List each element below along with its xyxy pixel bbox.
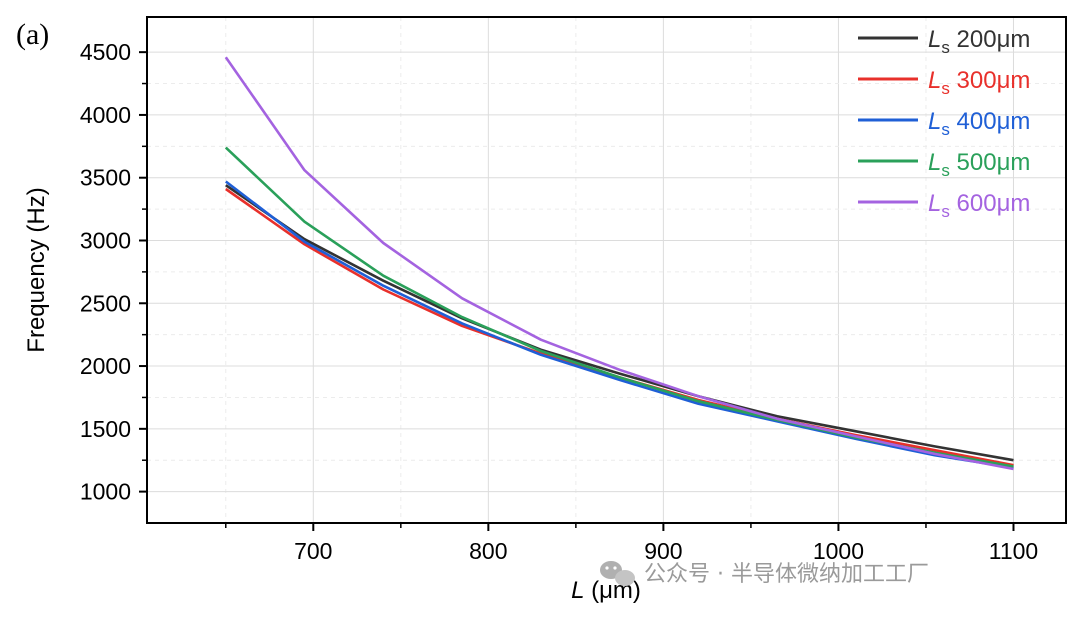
legend-entry: Ls 500μm [928,149,1030,180]
y-tick-label: 4000 [80,102,131,128]
y-tick-label: 3500 [80,165,131,191]
x-axis-symbol: L [571,577,584,604]
x-tick-label: 1100 [989,538,1038,564]
y-tick-label: 2500 [80,290,131,316]
legend-entry: Ls 600μm [928,190,1030,221]
x-tick-label: 700 [294,538,332,564]
y-axis-title: Frequency (Hz) [23,187,50,352]
watermark-text: 公众号 · 半导体微纳加工工厂 [644,562,929,587]
legend-entry: Ls 300μm [928,67,1030,98]
plot-frame [146,16,1067,524]
y-tick-label: 3000 [80,227,131,253]
y-tick-labels: 1000 1500 2000 2500 3000 3500 4000 4500 [80,39,131,504]
x-tick-label: 1000 [813,538,864,564]
y-tick-label: 2000 [80,353,131,379]
series-line-300μm [225,187,1014,467]
panel-label: (a) [16,18,49,51]
series-lines [224,56,1014,471]
y-tick-label: 4500 [80,39,131,65]
watermark: 公众号 · 半导体微纳加工工厂 [600,561,929,587]
y-tick-label: 1500 [80,416,131,442]
axis-ticks [139,51,1015,531]
grid-lines [147,17,1066,523]
legend-entry: Ls 200μm [928,26,1030,57]
legend-entry: Ls 400μm [928,108,1030,139]
x-tick-label: 900 [644,538,682,564]
series-line-500μm [224,146,1014,468]
x-axis-title: L (μm) [571,577,641,604]
series-line-200μm [225,184,1014,462]
y-tick-label: 1000 [80,479,131,505]
wechat-icon [600,561,635,586]
series-line-600μm [224,56,1014,471]
series-line-400μm [225,180,1014,470]
x-tick-labels: 700 800 900 1000 1100 [294,538,1038,564]
x-tick-label: 800 [469,538,507,564]
legend: Ls 200μm Ls 300μm Ls 400μm Ls 500μm Ls 600μm [858,26,1030,221]
